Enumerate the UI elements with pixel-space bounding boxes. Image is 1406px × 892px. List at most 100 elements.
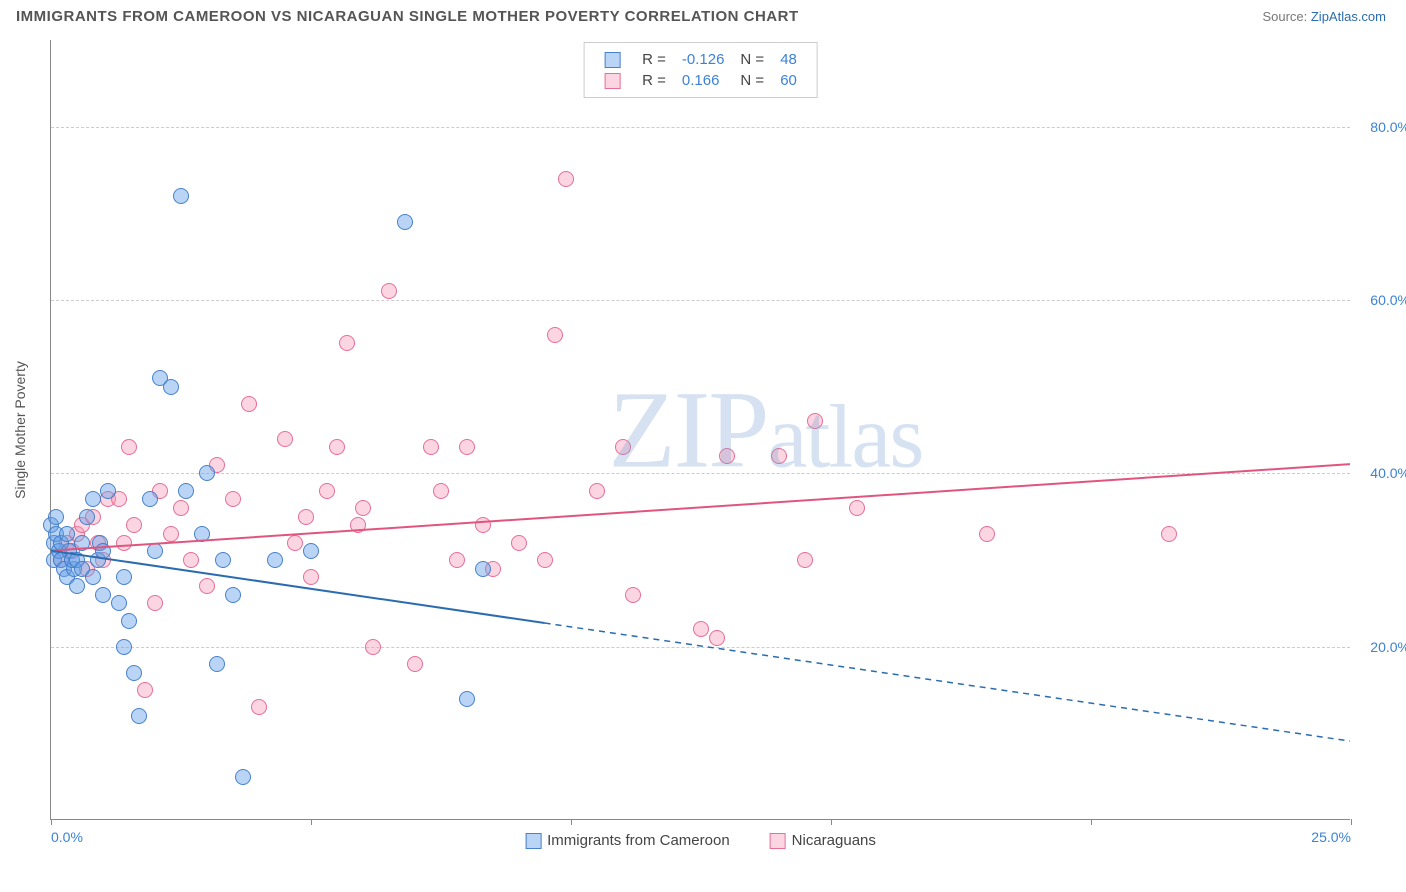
chart-title: IMMIGRANTS FROM CAMEROON VS NICARAGUAN S… [16,8,799,25]
y-tick-label: 20.0% [1355,639,1406,655]
x-tick [571,819,572,825]
data-point-pink [1161,526,1177,542]
data-point-pink [121,439,137,455]
data-point-pink [319,483,335,499]
data-point-pink [849,500,865,516]
source-link[interactable]: ZipAtlas.com [1311,9,1386,24]
data-point-pink [807,413,823,429]
data-point-pink [979,526,995,542]
legend-n-label: N = [732,70,772,91]
x-tick [1351,819,1352,825]
legend-item-blue: Immigrants from Cameroon [525,832,730,849]
plot-wrap: ZIPatlas 20.0%40.0%60.0%80.0% 0.0%25.0% … [50,40,1350,820]
data-point-blue [59,526,75,542]
watermark-small: atlas [767,387,922,486]
data-point-pink [137,682,153,698]
data-point-pink [163,526,179,542]
legend-r-value: -0.126 [674,49,733,70]
data-point-blue [178,483,194,499]
x-tick-label: 25.0% [1311,829,1351,845]
x-tick [831,819,832,825]
y-tick-label: 80.0% [1355,119,1406,135]
data-point-blue [163,379,179,395]
data-point-blue [69,578,85,594]
gridline [51,647,1350,648]
data-point-blue [475,561,491,577]
data-point-pink [241,396,257,412]
data-point-pink [277,431,293,447]
legend-label: Immigrants from Cameroon [547,832,730,849]
legend-swatch-blue [604,52,620,68]
data-point-pink [537,552,553,568]
legend-r-value: 0.166 [674,70,733,91]
gridline [51,300,1350,301]
data-point-pink [558,171,574,187]
data-point-blue [235,769,251,785]
data-point-pink [199,578,215,594]
data-point-pink [126,517,142,533]
plot-area: ZIPatlas 20.0%40.0%60.0%80.0% 0.0%25.0% … [50,40,1350,820]
legend-swatch-blue [525,833,541,849]
data-point-blue [111,595,127,611]
header: IMMIGRANTS FROM CAMEROON VS NICARAGUAN S… [0,0,1406,29]
data-point-blue [116,639,132,655]
data-point-pink [589,483,605,499]
data-point-pink [287,535,303,551]
data-point-blue [267,552,283,568]
legend-swatch-pink [770,833,786,849]
data-point-pink [183,552,199,568]
y-tick-label: 60.0% [1355,292,1406,308]
data-point-pink [329,439,345,455]
data-point-pink [625,587,641,603]
data-point-blue [85,569,101,585]
data-point-blue [397,214,413,230]
data-point-blue [121,613,137,629]
trendline-blue-dashed [545,623,1350,741]
legend-r-label: R = [634,70,674,91]
data-point-blue [194,526,210,542]
data-point-pink [350,517,366,533]
data-point-blue [131,708,147,724]
data-point-blue [147,543,163,559]
data-point-pink [693,621,709,637]
data-point-pink [459,439,475,455]
trendline-blue-solid [51,551,545,623]
data-point-pink [251,699,267,715]
data-point-blue [199,465,215,481]
trendlines [51,40,1350,819]
data-point-pink [381,283,397,299]
data-point-pink [771,448,787,464]
data-point-blue [48,509,64,525]
data-point-blue [100,483,116,499]
y-axis-title: Single Mother Poverty [12,361,28,499]
data-point-pink [719,448,735,464]
data-point-pink [511,535,527,551]
data-point-pink [423,439,439,455]
data-point-blue [225,587,241,603]
data-point-blue [303,543,319,559]
data-point-blue [85,491,101,507]
data-point-blue [116,569,132,585]
data-point-pink [797,552,813,568]
x-tick [311,819,312,825]
data-point-blue [95,543,111,559]
trendline-pink [51,464,1350,551]
legend-n-value: 60 [772,70,805,91]
data-point-pink [173,500,189,516]
data-point-blue [79,509,95,525]
legend-r-label: R = [634,49,674,70]
legend-n-label: N = [732,49,772,70]
data-point-blue [95,587,111,603]
legend-label: Nicaraguans [792,832,876,849]
legend-item-pink: Nicaraguans [770,832,876,849]
data-point-pink [709,630,725,646]
data-point-blue [459,691,475,707]
data-point-blue [215,552,231,568]
data-point-pink [147,595,163,611]
gridline [51,473,1350,474]
data-point-pink [298,509,314,525]
data-point-pink [547,327,563,343]
data-point-pink [407,656,423,672]
source-attribution: Source: ZipAtlas.com [1262,9,1386,24]
watermark-big: ZIP [608,368,767,490]
